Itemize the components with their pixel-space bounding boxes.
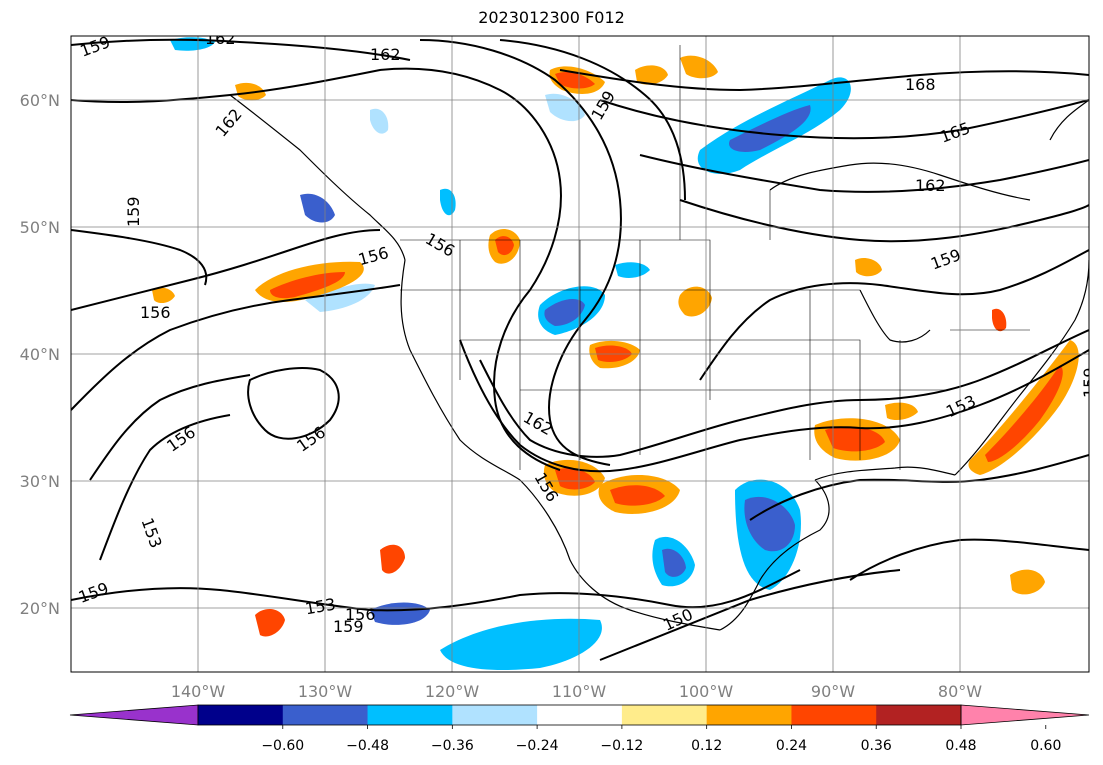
colorbar-segment — [791, 705, 877, 725]
contour-label: 156 — [140, 303, 171, 322]
contour-label: 162 — [370, 45, 401, 64]
colorbar-tick-label: −0.12 — [600, 738, 643, 754]
lon-label-110w: 110°W — [552, 682, 607, 701]
colorbar-segment — [282, 705, 369, 725]
contour-label: 162 — [205, 29, 236, 48]
lat-label-40n: 40°N — [20, 345, 60, 364]
colorbar: −0.60 −0.48 −0.36 −0.24 −0.12 0.12 0.24 0.36 0.4… — [69, 704, 1090, 754]
contour-label: 159 — [1080, 367, 1099, 398]
graticule — [71, 36, 1089, 672]
colorbar-tick-label: −0.48 — [346, 738, 389, 754]
colorbar-tick-label: −0.60 — [261, 738, 304, 754]
colorbar-segment — [621, 705, 708, 725]
shaded-field — [152, 37, 1079, 671]
colorbar-segment — [876, 705, 962, 725]
colorbar-tick-label: 0.60 — [1030, 738, 1061, 754]
colorbar-tick-label: −0.24 — [516, 738, 559, 754]
colorbar-ticks: −0.60 −0.48 −0.36 −0.24 −0.12 0.12 0.24 0.36 0.4… — [261, 725, 1061, 754]
lon-label-80w: 80°W — [938, 682, 982, 701]
map-content: 159 162 162 159 168 165 162 162 159 159 … — [71, 29, 1099, 672]
colorbar-tick-label: 0.12 — [691, 738, 722, 754]
lon-label-140w: 140°W — [171, 682, 226, 701]
lat-label-30n: 30°N — [20, 472, 60, 491]
map-title: 2023012300 F012 — [478, 8, 625, 27]
colorbar-extension-min — [69, 704, 199, 726]
contour-label: 156 — [345, 605, 376, 624]
latitude-labels: 60°N 50°N 40°N 30°N 20°N — [20, 91, 60, 618]
colorbar-tick-label: 0.24 — [776, 738, 807, 754]
lon-label-90w: 90°W — [811, 682, 855, 701]
colorbar-segments — [69, 704, 1090, 726]
lon-label-100w: 100°W — [679, 682, 734, 701]
contour-label: 159 — [124, 196, 143, 227]
longitude-labels: 140°W 130°W 120°W 110°W 100°W 90°W 80°W — [171, 682, 982, 701]
contour-label: 162 — [915, 176, 946, 195]
lat-label-60n: 60°N — [20, 91, 60, 110]
map-border — [70, 35, 1090, 673]
colorbar-tick-label: 0.48 — [945, 738, 976, 754]
lon-label-130w: 130°W — [298, 682, 353, 701]
contour-label: 159 — [333, 617, 364, 636]
height-contours — [71, 38, 1089, 661]
state-borders — [400, 45, 1030, 470]
colorbar-segment — [198, 705, 284, 725]
lat-label-20n: 20°N — [20, 599, 60, 618]
lon-label-120w: 120°W — [425, 682, 480, 701]
colorbar-tick-label: 0.36 — [861, 738, 892, 754]
colorbar-segment — [706, 705, 792, 725]
colorbar-segment — [537, 705, 623, 725]
colorbar-segment — [367, 705, 453, 725]
colorbar-segment — [452, 705, 538, 725]
contour-label: 168 — [905, 75, 936, 94]
colorbar-tick-label: −0.36 — [431, 738, 474, 754]
colorbar-extension-max — [960, 704, 1090, 726]
colorbar-outline — [197, 704, 962, 726]
coastlines — [229, 94, 1089, 631]
lat-label-50n: 50°N — [20, 218, 60, 237]
